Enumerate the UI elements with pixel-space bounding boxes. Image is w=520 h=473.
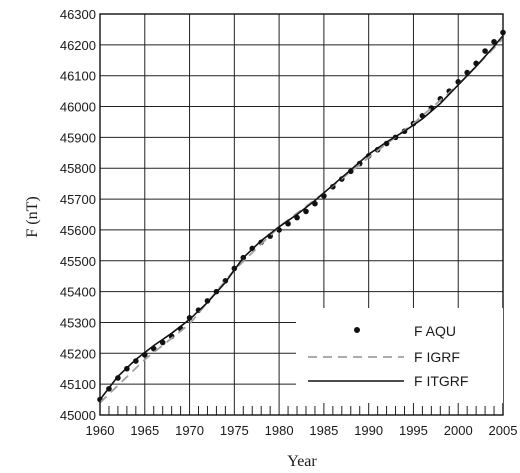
x-tick-label: 1960: [86, 423, 115, 438]
y-tick-label: 45700: [60, 192, 96, 207]
legend-label-f-itgrf: F ITGRF: [414, 373, 468, 389]
y-axis-title: F (nT): [24, 196, 41, 237]
y-tick-label: 45100: [60, 377, 96, 392]
data-point-f-aqu: [347, 168, 354, 175]
x-tick-label: 1975: [220, 423, 249, 438]
y-tick-label: 45900: [60, 130, 96, 145]
x-tick-label: 1980: [265, 423, 294, 438]
series-layer: [97, 29, 506, 404]
y-tick-label: 45300: [60, 315, 96, 330]
data-point-f-aqu: [303, 208, 309, 215]
legend-label-f-aqu: F AQU: [414, 323, 456, 339]
y-tick-label: 45400: [60, 285, 96, 300]
data-point-f-aqu: [491, 38, 497, 45]
series-line-f-itgrf: [99, 35, 504, 401]
data-point-f-aqu: [482, 48, 488, 54]
y-tick-labels: 45000 45100 45200 45300 45400 45500 45600 45700…: [60, 7, 96, 423]
series-line-f-igrf: [99, 38, 504, 404]
x-tick-label: 2005: [489, 423, 518, 438]
y-tick-label: 46200: [60, 38, 96, 53]
x-axis-title: Year: [287, 453, 317, 470]
legend: F AQU F IGRF F ITGRF: [296, 308, 503, 403]
y-tick-label: 46000: [60, 100, 96, 115]
x-tick-label: 1970: [175, 423, 204, 438]
data-point-f-aqu: [186, 315, 193, 321]
plot-frame: [99, 13, 504, 416]
x-tick-labels: 1960 1965 1970 1975 1980 1985 1990 1995 2000 2005: [86, 423, 518, 438]
legend-box: [296, 308, 503, 403]
data-point-f-aqu: [133, 358, 139, 364]
y-tick-label: 46300: [60, 7, 96, 22]
x-tick-label: 1965: [130, 423, 159, 438]
y-tick-label: 45000: [60, 408, 96, 423]
y-tick-label: 45600: [60, 223, 96, 238]
minor-ticks: [108, 406, 495, 415]
y-tick-label: 45800: [60, 161, 96, 176]
x-tick-label: 1990: [354, 423, 383, 438]
y-tick-label: 45500: [60, 254, 96, 269]
x-tick-label: 1995: [399, 423, 428, 438]
y-tick-label: 46100: [60, 69, 96, 84]
legend-label-f-igrf: F IGRF: [414, 349, 460, 365]
y-tick-label: 45200: [60, 346, 96, 361]
x-tick-label: 1985: [309, 423, 338, 438]
x-tick-label: 2000: [444, 423, 473, 438]
legend-marker-f-aqu: [354, 327, 360, 333]
